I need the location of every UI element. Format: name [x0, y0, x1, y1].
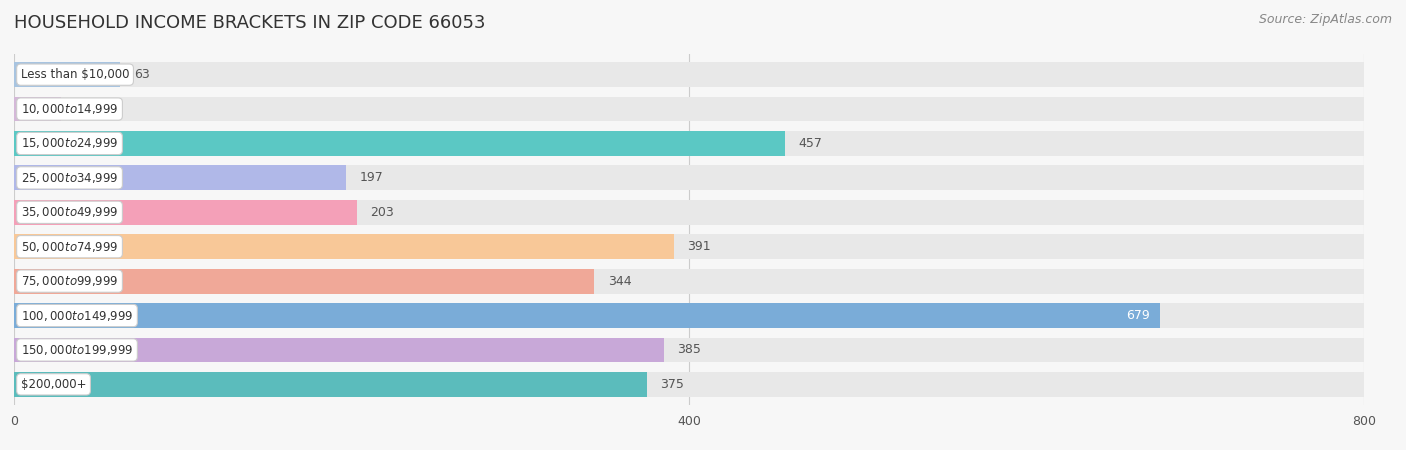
Text: HOUSEHOLD INCOME BRACKETS IN ZIP CODE 66053: HOUSEHOLD INCOME BRACKETS IN ZIP CODE 66…: [14, 14, 485, 32]
Text: 385: 385: [678, 343, 702, 356]
Text: 679: 679: [1126, 309, 1150, 322]
Text: 375: 375: [661, 378, 685, 391]
Bar: [14, 338, 664, 362]
Bar: [14, 200, 357, 225]
Bar: [14, 131, 785, 156]
Text: $150,000 to $199,999: $150,000 to $199,999: [21, 343, 134, 357]
Bar: [14, 97, 62, 122]
Bar: [14, 269, 595, 293]
Text: 457: 457: [799, 137, 823, 150]
Bar: [14, 166, 346, 190]
Text: Source: ZipAtlas.com: Source: ZipAtlas.com: [1258, 14, 1392, 27]
Text: 28: 28: [75, 103, 90, 116]
Text: 344: 344: [607, 274, 631, 288]
Bar: [14, 372, 647, 397]
Bar: [14, 62, 121, 87]
Text: 391: 391: [688, 240, 711, 253]
Text: $25,000 to $34,999: $25,000 to $34,999: [21, 171, 118, 185]
Text: $200,000+: $200,000+: [21, 378, 86, 391]
Text: $50,000 to $74,999: $50,000 to $74,999: [21, 240, 118, 254]
Bar: [14, 131, 1364, 156]
Text: 203: 203: [370, 206, 394, 219]
Text: $10,000 to $14,999: $10,000 to $14,999: [21, 102, 118, 116]
Text: $15,000 to $24,999: $15,000 to $24,999: [21, 136, 118, 150]
Text: $35,000 to $49,999: $35,000 to $49,999: [21, 205, 118, 219]
Bar: [14, 200, 1364, 225]
Text: $100,000 to $149,999: $100,000 to $149,999: [21, 309, 134, 323]
Bar: [14, 234, 673, 259]
Text: Less than $10,000: Less than $10,000: [21, 68, 129, 81]
Text: 63: 63: [134, 68, 149, 81]
Bar: [14, 234, 1364, 259]
Text: $75,000 to $99,999: $75,000 to $99,999: [21, 274, 118, 288]
Bar: [14, 62, 1364, 87]
Bar: [14, 166, 1364, 190]
Bar: [14, 303, 1364, 328]
Bar: [14, 372, 1364, 397]
Bar: [14, 97, 1364, 122]
Bar: [14, 338, 1364, 362]
Text: 197: 197: [360, 171, 384, 184]
Bar: [14, 269, 1364, 293]
Bar: [14, 303, 1160, 328]
